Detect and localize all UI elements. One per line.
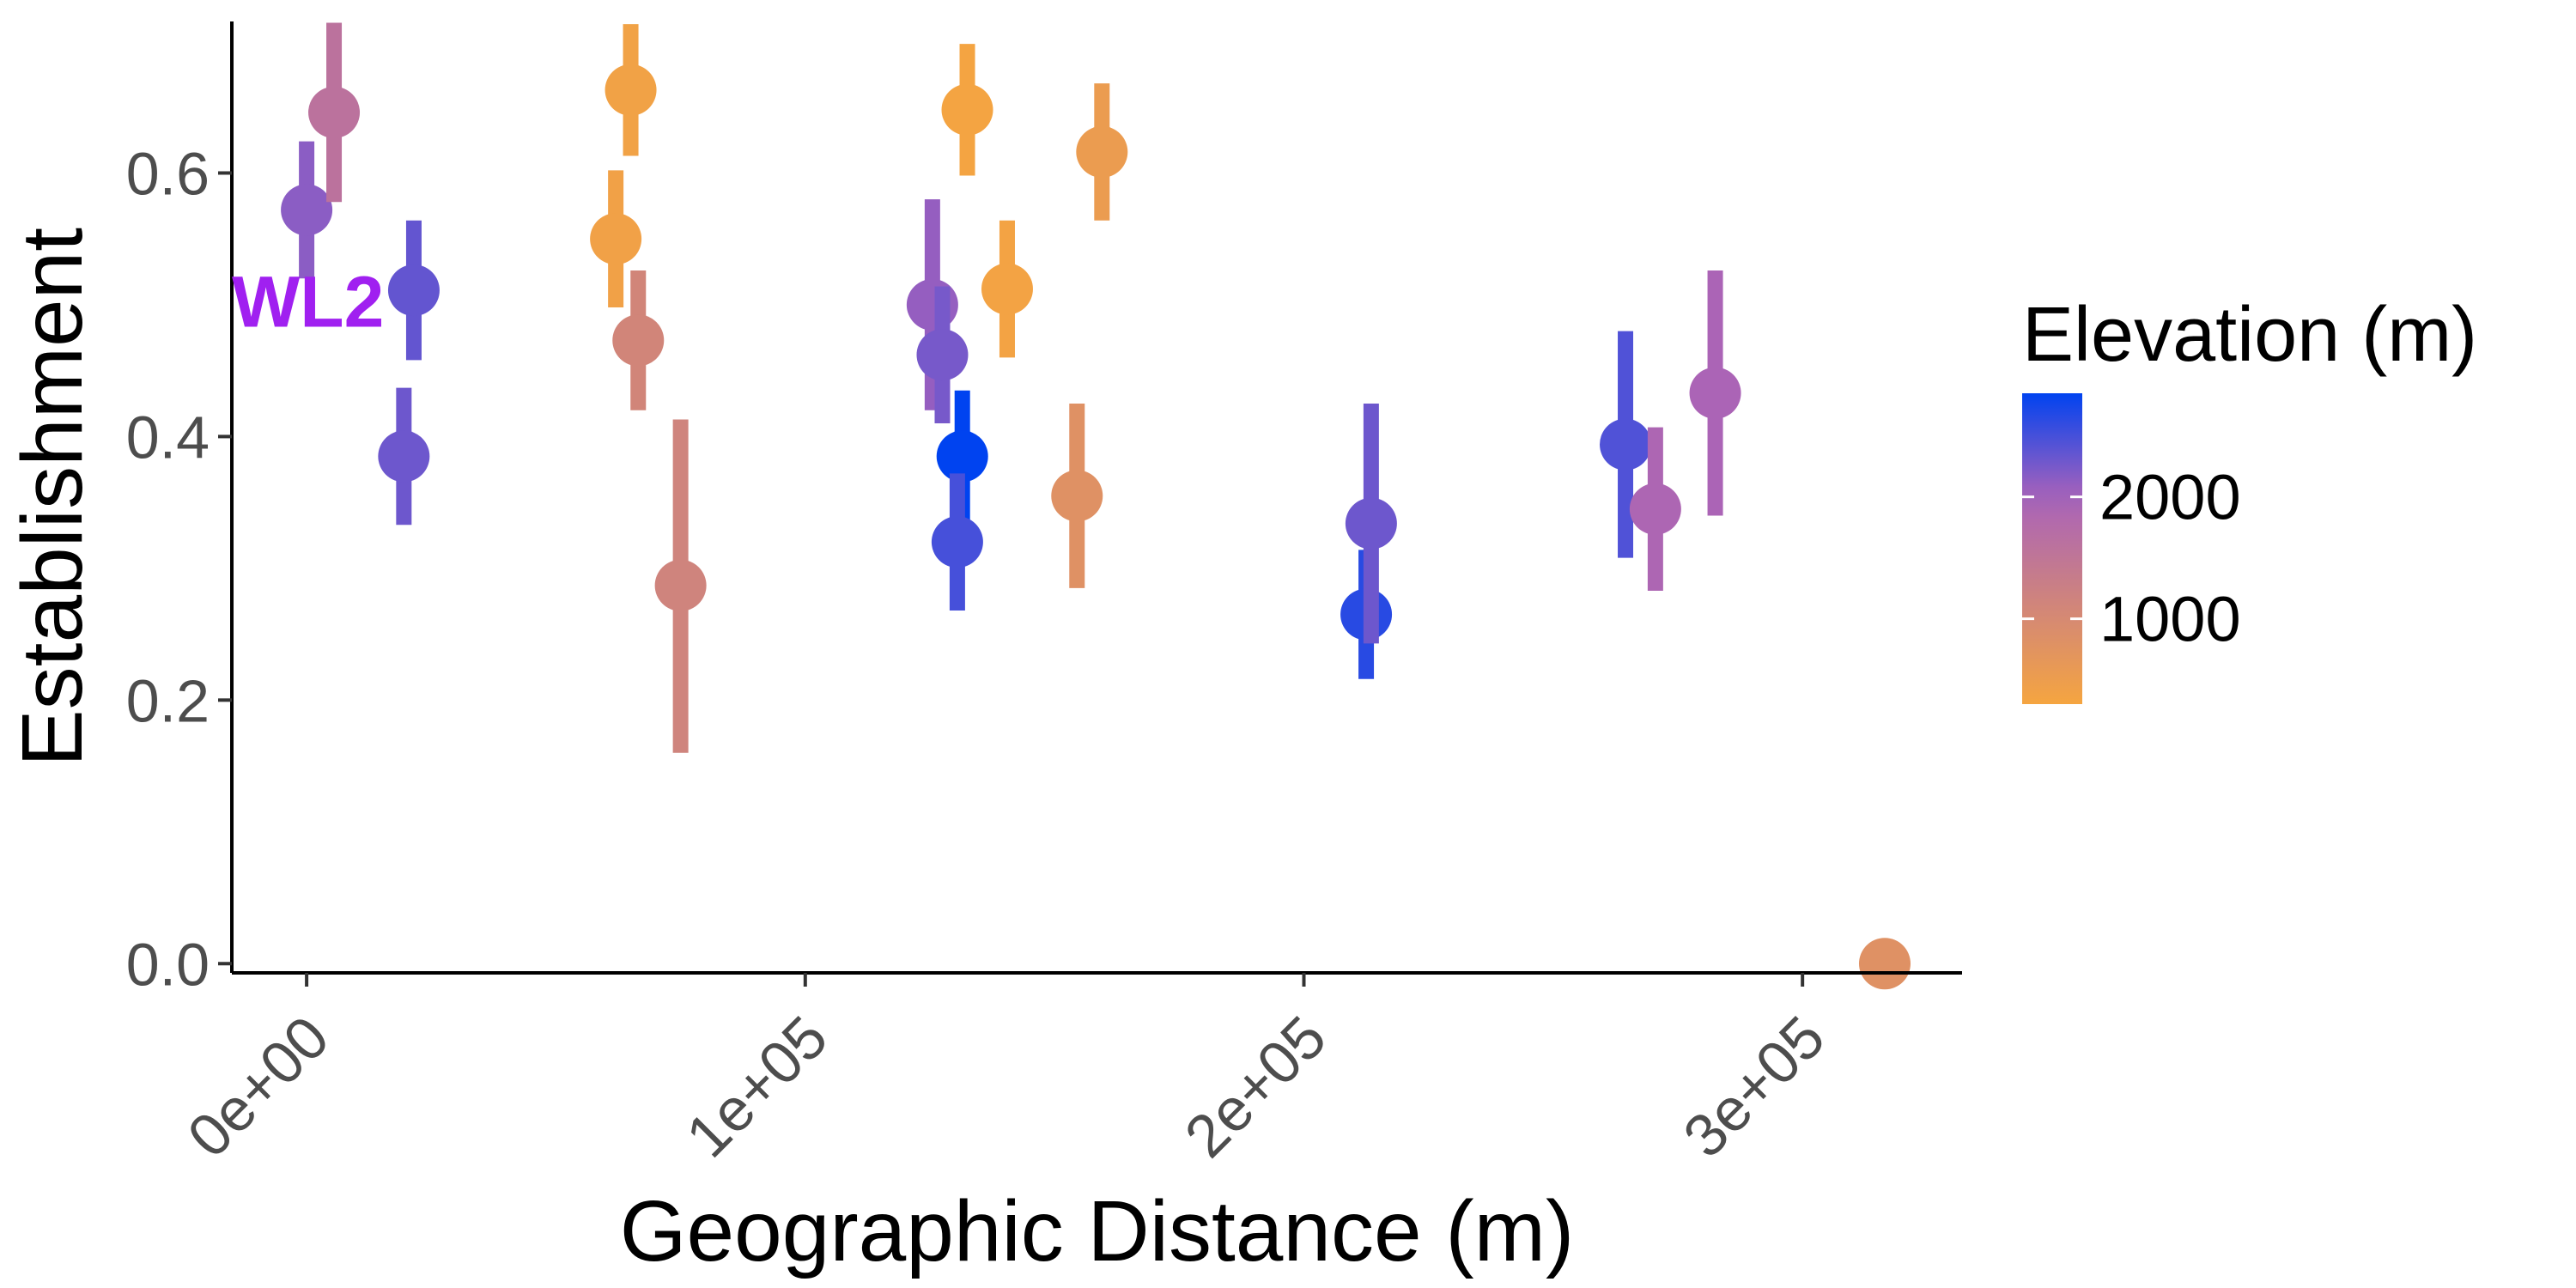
data-point [1858, 938, 1911, 990]
y-tick-label: 0.0 [126, 931, 210, 998]
point-marker [378, 430, 430, 483]
data-point [281, 141, 333, 279]
data-point [605, 24, 657, 156]
data-point [308, 22, 361, 203]
point-marker [1858, 938, 1911, 990]
data-point [931, 473, 983, 611]
color-legend: Elevation (m) 1000 2000 [2022, 292, 2477, 704]
point-marker [605, 64, 657, 116]
point-marker [281, 184, 333, 236]
data-point [1051, 404, 1103, 588]
data-point [590, 170, 642, 308]
point-marker [906, 278, 958, 331]
data-point [1629, 427, 1681, 591]
y-tick-label: 0.6 [126, 140, 210, 207]
point-marker [308, 86, 361, 138]
point-marker [981, 263, 1033, 315]
point-marker [612, 314, 665, 367]
legend-tick-label: 2000 [2099, 462, 2241, 533]
point-marker [1051, 470, 1103, 522]
legend-tick-label: 1000 [2099, 584, 2241, 655]
point-marker [1600, 418, 1652, 471]
legend-ticks: 1000 2000 [2022, 462, 2241, 655]
data-point [981, 220, 1033, 358]
x-tick-label: 3e+05 [1671, 1003, 1838, 1170]
y-tick-label: 0.4 [126, 404, 210, 471]
data-point [1345, 404, 1397, 644]
data-point [1076, 83, 1128, 221]
data-point [654, 419, 707, 753]
x-axis-ticks: 0e+00 1e+05 2e+05 3e+05 [175, 973, 1838, 1170]
point-marker [1629, 483, 1681, 535]
point-marker [387, 264, 440, 317]
x-tick-label: 1e+05 [673, 1003, 840, 1170]
chart-annotations: WL2 [232, 261, 384, 342]
data-point [1689, 270, 1741, 516]
y-tick-label: 0.2 [126, 667, 210, 734]
point-marker [590, 213, 642, 265]
legend-title: Elevation (m) [2022, 292, 2477, 378]
y-axis-ticks: 0.0 0.2 0.4 0.6 [126, 140, 232, 998]
data-point [1600, 331, 1652, 558]
x-tick-label: 2e+05 [1172, 1003, 1339, 1170]
point-marker [931, 516, 983, 568]
chart-axes [230, 21, 1962, 975]
data-point [378, 387, 430, 526]
x-axis-title: Geographic Distance (m) [620, 1183, 1575, 1279]
point-marker [1345, 497, 1397, 550]
annotation-label: WL2 [232, 261, 384, 342]
data-point [941, 44, 993, 176]
data-point [612, 270, 665, 410]
x-tick-label: 0e+00 [175, 1003, 342, 1170]
point-marker [936, 430, 988, 483]
legend-colorbar [2022, 393, 2082, 704]
point-marker [941, 83, 993, 136]
point-marker [1689, 367, 1741, 419]
point-marker [916, 329, 969, 381]
data-point [387, 220, 440, 361]
y-axis-title: Establishment [4, 228, 100, 767]
point-marker [654, 559, 707, 611]
data-point [916, 286, 969, 424]
point-marker [1076, 125, 1128, 178]
chart-marks [281, 22, 1911, 990]
